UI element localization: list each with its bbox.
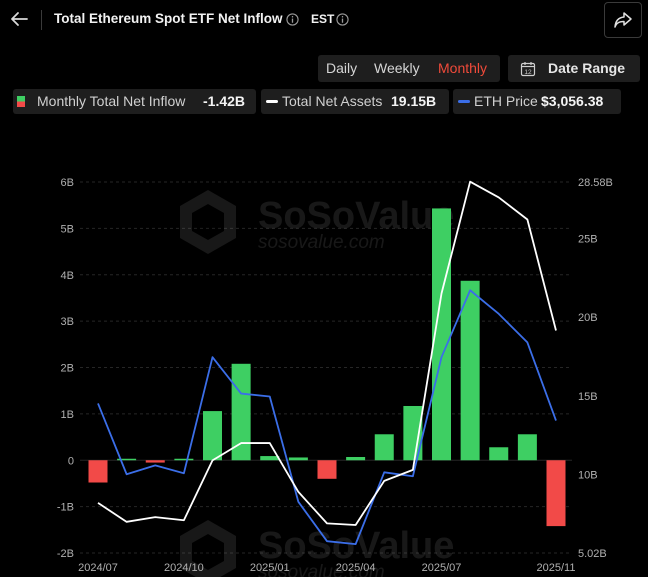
inflow-bar[interactable] <box>346 457 366 461</box>
inflow-bar[interactable] <box>489 447 509 461</box>
timezone-label: EST <box>311 12 335 26</box>
y-right-tick-label: 5.02B <box>578 548 607 560</box>
x-tick-label: 2025/11 <box>537 562 576 574</box>
y-left-tick-label: 6B <box>61 177 74 189</box>
watermark-site-bottom: sosovalue.com <box>258 562 385 577</box>
inflow-bar[interactable] <box>288 457 308 461</box>
x-tick-label: 2025/04 <box>336 562 376 574</box>
inflow-bar[interactable] <box>260 456 280 461</box>
watermark-brand-bottom: SoSoValue <box>258 525 454 567</box>
period-monthly-button[interactable]: Monthly <box>438 60 488 76</box>
watermark: SoSoValue sosovalue.com SoSoValue sosova… <box>180 190 454 577</box>
assets-legend-swatch <box>266 100 278 103</box>
legend-value: $3,056.38 <box>541 93 604 109</box>
inflow-bar[interactable] <box>145 460 165 463</box>
legend-net-inflow[interactable]: Monthly Total Net Inflow -1.42B <box>13 89 256 114</box>
calendar-icon: 12 <box>520 62 536 77</box>
y-left-tick-label: -1B <box>57 502 74 514</box>
inflow-legend-swatch <box>17 96 25 107</box>
watermark-logo-top <box>180 190 236 254</box>
y-left-tick-label: 5B <box>61 223 74 235</box>
inflow-bars <box>88 208 566 527</box>
x-tick-label: 2024/07 <box>78 562 118 574</box>
inflow-bar[interactable] <box>317 460 337 479</box>
period-weekly-button[interactable]: Weekly <box>374 60 420 76</box>
x-tick-label: 2025/01 <box>250 562 290 574</box>
watermark-logo-bottom <box>180 520 236 577</box>
y-right-tick-label: 10B <box>578 470 598 482</box>
watermark-brand-top: SoSoValue <box>258 195 454 237</box>
y-right-tick-label: 25B <box>578 233 598 245</box>
x-tick-label: 2024/10 <box>164 562 204 574</box>
legend-label: Total Net Assets <box>282 93 383 109</box>
right-axis-labels: 28.58B 25B 20B 15B 10B 5.02B <box>578 177 613 560</box>
y-left-tick-label: 3B <box>61 316 74 328</box>
back-arrow-icon[interactable] <box>8 8 30 30</box>
legend-value: -1.42B <box>203 93 246 109</box>
share-icon <box>614 12 632 28</box>
share-button[interactable] <box>604 2 642 38</box>
inflow-bar[interactable] <box>403 405 423 461</box>
legend-label: ETH Price <box>474 93 538 109</box>
inflow-bar[interactable] <box>203 411 222 461</box>
x-axis-labels: 2024/07 2024/10 2025/01 2025/04 2025/07 2025/… <box>78 562 575 574</box>
eth-legend-swatch <box>458 100 470 103</box>
y-left-tick-label: 4B <box>61 270 74 282</box>
eth-price-line <box>97 289 557 546</box>
y-left-tick-label: 1B <box>61 409 74 421</box>
legend-value: 19.15B <box>391 93 437 109</box>
watermark-site-top: sosovalue.com <box>258 232 385 253</box>
legend-label: Monthly Total Net Inflow <box>37 93 186 109</box>
y-right-tick-label: 20B <box>578 312 598 324</box>
legend-eth-price[interactable]: ETH Price $3,056.38 <box>453 89 621 114</box>
y-left-tick-label: 0 <box>68 455 74 467</box>
y-right-tick-label: 15B <box>578 391 598 403</box>
info-icon[interactable] <box>286 13 299 26</box>
net-inflow-chart: SoSoValue sosovalue.com SoSoValue sosova… <box>57 177 613 577</box>
y-left-tick-label: 2B <box>61 363 74 375</box>
period-daily-button[interactable]: Daily <box>326 60 358 76</box>
header-divider <box>41 10 42 30</box>
x-tick-label: 2025/07 <box>422 562 462 574</box>
y-right-tick-label: 28.58B <box>578 177 613 189</box>
page-title: Total Ethereum Spot ETF Net Inflow <box>54 11 283 26</box>
legend-total-net-assets[interactable]: Total Net Assets 19.15B <box>261 89 449 114</box>
inflow-bar[interactable] <box>88 460 108 483</box>
timezone-info-icon[interactable] <box>336 13 349 26</box>
total-net-assets-line <box>97 180 557 526</box>
inflow-bar[interactable] <box>117 458 137 461</box>
calendar-day-text: 12 <box>524 69 532 76</box>
left-axis-labels: 6B 5B 4B 3B 2B 1B 0 -1B -2B <box>57 177 74 560</box>
header: Total Ethereum Spot ETF Net Inflow EST <box>0 0 648 42</box>
inflow-bar[interactable] <box>231 363 251 461</box>
inflow-bar[interactable] <box>460 280 480 461</box>
date-range-label: Date Range <box>548 60 626 76</box>
inflow-bar[interactable] <box>374 434 394 461</box>
inflow-bar[interactable] <box>546 460 566 527</box>
inflow-bar[interactable] <box>174 458 194 461</box>
y-left-tick-label: -2B <box>57 548 74 560</box>
date-range-button[interactable]: 12 Date Range <box>508 55 640 82</box>
inflow-bar[interactable] <box>517 434 537 461</box>
period-selector: Daily Weekly Monthly <box>318 55 500 82</box>
